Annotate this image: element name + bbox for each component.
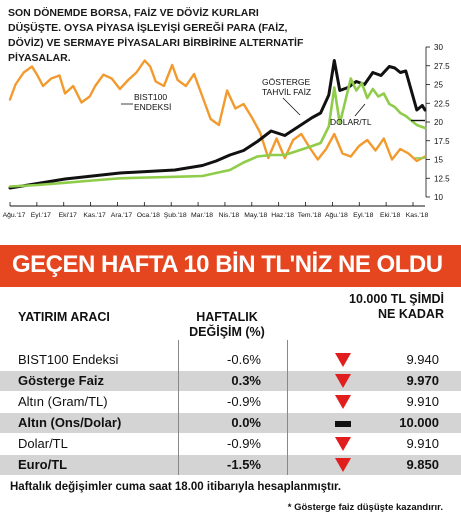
weekly-change: -0.9% xyxy=(227,394,261,409)
x-tick-label: Kas.'18 xyxy=(406,212,429,219)
banner-title: GEÇEN HAFTA 10 BİN TL'NİZ NE OLDU xyxy=(12,251,443,278)
x-tick-label: May.'18 xyxy=(244,212,267,219)
current-value: 10.000 xyxy=(399,415,439,430)
annotation-text: DOLAR/TL xyxy=(330,117,372,127)
x-tick-label: Ara.'17 xyxy=(111,212,133,219)
table-row: Dolar/TL -0.9% 9.910 xyxy=(0,434,461,454)
y-tick-label: 25 xyxy=(434,81,443,90)
down-arrow-icon xyxy=(335,353,351,367)
annotation-leader-line xyxy=(354,103,366,117)
footnote-faiz: * Gösterge faiz düşüşte kazandırır. xyxy=(287,502,443,513)
table-header: YATIRIM ARACI HAFTALIK DEĞİŞİM (%) 10.00… xyxy=(0,290,461,346)
table-row: Altın (Ons/Dolar) 0.0% 10.000 xyxy=(0,413,461,433)
y-tick-label: 30 xyxy=(434,43,443,52)
x-tick-label: Oca.'18 xyxy=(137,212,160,219)
x-tick-label: Ağu.'17 xyxy=(3,212,26,219)
x-tick-label: Şub.'18 xyxy=(164,212,187,219)
current-value: 9.910 xyxy=(406,436,439,451)
x-tick-label: Eki'17 xyxy=(59,212,78,219)
current-value: 9.940 xyxy=(406,352,439,367)
line-chart: Ağu.'17 Eyl.'17 Eki'17 Kas.'17 Ara.'17 Oca.'1… xyxy=(3,43,451,219)
current-value: 9.850 xyxy=(406,457,439,472)
table-row: Euro/TL -1.5% 9.850 xyxy=(0,455,461,475)
annotation-text: GÖSTERGE xyxy=(262,77,311,87)
down-arrow-icon xyxy=(335,395,351,409)
down-arrow-icon xyxy=(335,374,351,388)
dolar-tl-annotation: DOLAR/TL xyxy=(330,103,372,127)
down-arrow-icon xyxy=(335,437,351,451)
x-tick-label: Nis.'18 xyxy=(219,212,240,219)
y-tick-label: 20 xyxy=(434,118,443,127)
instrument-name: Altın (Ons/Dolar) xyxy=(18,415,122,430)
table-row: Gösterge Faiz 0.3% 9.970 xyxy=(0,371,461,391)
annotation-text: TAHVİL FAİZ xyxy=(262,87,311,97)
header-current-value: 10.000 TL ŞİMDİ NE KADAR xyxy=(349,292,444,321)
instrument-name: BIST100 Endeksi xyxy=(18,352,119,367)
x-tick-label: Mar.'18 xyxy=(191,212,213,219)
instrument-name: Euro/TL xyxy=(18,457,68,472)
chart-title: SON DÖNEMDE BORSA, FAİZ VE DÖVİZ KURLARI… xyxy=(8,7,304,64)
instrument-name: Altın (Gram/TL) xyxy=(18,394,108,409)
table-row: Altın (Gram/TL) -0.9% 9.910 xyxy=(0,392,461,412)
weekly-change: 0.3% xyxy=(231,373,261,388)
weekly-change: -0.9% xyxy=(227,436,261,451)
dolar-tl-series-line xyxy=(8,77,427,188)
down-arrow-icon xyxy=(335,458,351,472)
weekly-change: -0.6% xyxy=(227,352,261,367)
current-value: 9.910 xyxy=(406,394,439,409)
y-tick-label: 22.5 xyxy=(434,99,450,108)
chart-panel: SON DÖNEMDE BORSA, FAİZ VE DÖVİZ KURLARI… xyxy=(0,0,461,232)
y-tick-label: 15 xyxy=(434,156,443,165)
annotation-text: BIST100 xyxy=(134,92,167,102)
instrument-name: Dolar/TL xyxy=(18,436,68,451)
flat-bar-icon xyxy=(335,416,351,430)
gosterge-faiz-series-line xyxy=(8,59,427,190)
annotation-leader-line xyxy=(282,97,301,116)
y-tick-label: 17.5 xyxy=(434,137,450,146)
instrument-name: Gösterge Faiz xyxy=(18,373,104,388)
table-row: BIST100 Endeksi -0.6% 9.940 xyxy=(0,350,461,370)
column-divider xyxy=(178,340,179,475)
header-weekly-change: HAFTALIK DEĞİŞİM (%) xyxy=(189,310,265,339)
bist100-series-line xyxy=(8,59,427,163)
x-tick-label: Haz.'18 xyxy=(271,212,294,219)
x-tick-label: Eyl.'18 xyxy=(353,212,373,219)
x-tick-label: Ağu.'18 xyxy=(325,212,348,219)
column-divider xyxy=(287,340,288,475)
footnote-time: Haftalık değişimler cuma saat 18.00 itib… xyxy=(10,481,342,493)
y-tick-label: 27.5 xyxy=(434,62,450,71)
x-tick-label: Kas.'17 xyxy=(83,212,106,219)
weekly-change: -1.5% xyxy=(227,457,261,472)
x-tick-label: Eyl.'17 xyxy=(31,212,51,219)
y-tick-label: 12.5 xyxy=(434,174,450,183)
header-instrument: YATIRIM ARACI xyxy=(18,310,110,324)
section-banner: GEÇEN HAFTA 10 BİN TL'NİZ NE OLDU xyxy=(0,245,461,287)
x-tick-label: Eki.'18 xyxy=(380,212,400,219)
current-value: 9.970 xyxy=(406,373,439,388)
y-tick-label: 10 xyxy=(434,193,443,202)
annotation-text: ENDEKSİ xyxy=(134,102,171,112)
weekly-change: 0.0% xyxy=(231,415,261,430)
x-tick-label: Tem.'18 xyxy=(298,212,322,219)
